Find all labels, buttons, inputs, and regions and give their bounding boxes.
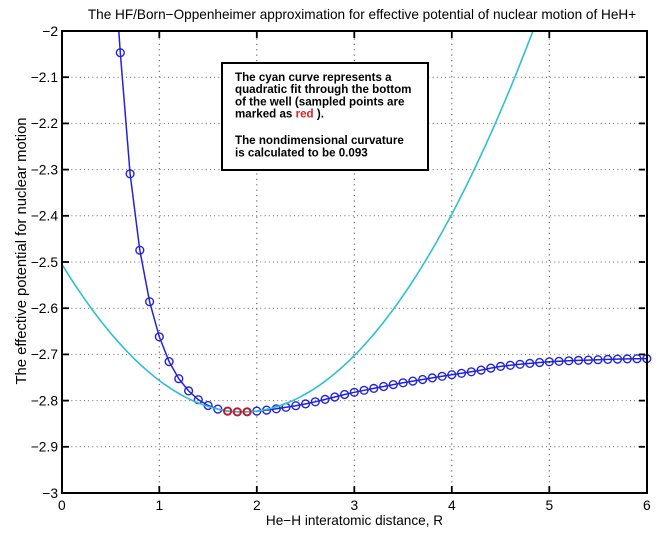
svg-text:−2.4: −2.4 [31,209,59,224]
svg-text:The HF/Born−Oppenheimer approx: The HF/Born−Oppenheimer approximation fo… [88,7,636,22]
svg-text:quadratic fit through the bott: quadratic fit through the bottom [235,83,411,96]
svg-text:2: 2 [253,498,261,513]
svg-text:−2.7: −2.7 [31,347,58,362]
svg-text:−2.6: −2.6 [31,301,59,316]
svg-text:−2: −2 [42,24,58,39]
svg-text:of the well (sampled points ar: of the well (sampled points are [235,95,405,108]
svg-text:The effective potential for nu: The effective potential for nuclear moti… [14,117,30,384]
svg-text:is calculated to be 0.093: is calculated to be 0.093 [235,147,368,160]
svg-text:1: 1 [155,498,163,513]
svg-text:−2.3: −2.3 [31,162,59,177]
svg-text:4: 4 [448,498,456,513]
svg-text:−2.8: −2.8 [31,393,59,408]
svg-text:−2.5: −2.5 [31,255,59,270]
svg-text:−2.1: −2.1 [31,70,58,85]
svg-text:marked as red ).: marked as red ). [235,108,324,121]
svg-text:0: 0 [58,498,66,513]
svg-text:He−H interatomic distance, R: He−H interatomic distance, R [266,513,443,528]
svg-text:The cyan curve represents a: The cyan curve represents a [235,71,392,84]
svg-text:The nondimensional curvature: The nondimensional curvature [235,134,404,147]
svg-text:−2.9: −2.9 [31,440,59,455]
svg-text:6: 6 [643,498,651,513]
svg-text:3: 3 [350,498,358,513]
svg-text:−2.2: −2.2 [31,116,58,131]
svg-text:5: 5 [545,498,553,513]
svg-text:−3: −3 [42,486,58,501]
